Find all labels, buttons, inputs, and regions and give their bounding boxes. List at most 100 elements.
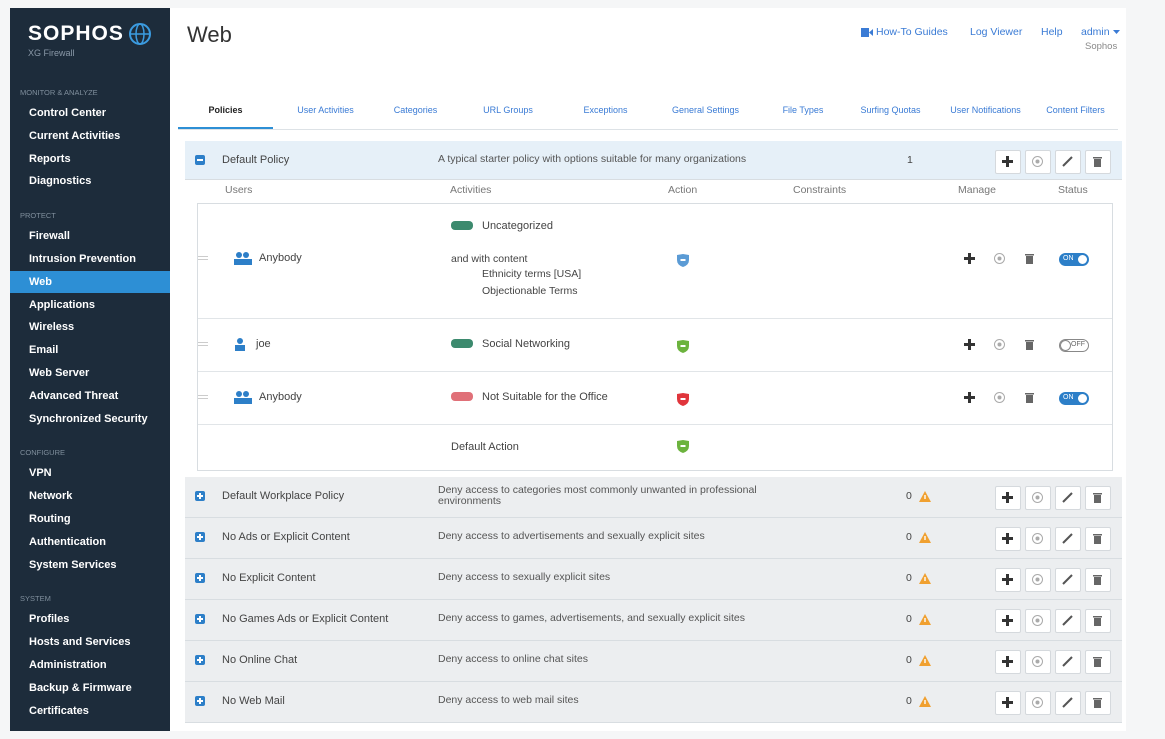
tab[interactable]: User Notifications: [950, 105, 1021, 115]
nav-item[interactable]: VPN: [29, 467, 52, 480]
category-tag-part: [451, 391, 473, 401]
button-plus[interactable]: [995, 527, 1021, 551]
button-circ[interactable]: [1025, 650, 1051, 674]
nav-item[interactable]: Administration: [29, 659, 107, 671]
tab[interactable]: User Activities: [297, 105, 354, 115]
nav-item[interactable]: Intrusion Prevention: [29, 253, 136, 265]
nav-item[interactable]: Advanced Threat: [29, 389, 119, 402]
status-toggle[interactable]: ON: [1059, 391, 1089, 405]
icon-circ: [1032, 615, 1043, 626]
button-circ[interactable]: [988, 387, 1012, 409]
button-circ[interactable]: [1025, 150, 1051, 174]
expand-icon[interactable]: [195, 655, 205, 665]
button-trash[interactable]: [1085, 527, 1111, 551]
tab[interactable]: Content Filters: [1046, 105, 1105, 115]
button-trash[interactable]: [1085, 486, 1111, 510]
button-pen[interactable]: [1055, 527, 1081, 551]
icon-pen: [1062, 156, 1073, 167]
button-trash[interactable]: [1085, 650, 1111, 674]
button-plus[interactable]: [995, 650, 1021, 674]
expand-icon[interactable]: [195, 532, 205, 542]
button-pen[interactable]: [1055, 650, 1081, 674]
button-trash[interactable]: [1085, 568, 1111, 592]
nav-item[interactable]: Authentication: [29, 535, 106, 548]
button-pen[interactable]: [1055, 691, 1081, 715]
nav-item[interactable]: Network: [29, 490, 73, 503]
button-plus[interactable]: [995, 568, 1021, 592]
button-pen[interactable]: [1055, 486, 1081, 510]
button-plus[interactable]: [995, 150, 1021, 174]
tab[interactable]: General Settings: [671, 105, 740, 115]
button-trash[interactable]: [1018, 248, 1042, 270]
status-toggle[interactable]: OFF: [1059, 338, 1089, 352]
nav-item[interactable]: Diagnostics: [29, 175, 92, 188]
button-circ[interactable]: [1025, 527, 1051, 551]
policy-row[interactable]: No Ads or Explicit Content Deny access to…: [185, 518, 1122, 559]
header-link[interactable]: Log Viewer: [970, 26, 1023, 38]
button-trash[interactable]: [1085, 609, 1111, 633]
nav-item[interactable]: Email: [29, 344, 59, 357]
expand-icon[interactable]: [195, 491, 205, 501]
rule-row[interactable]: joe Social Networking OFF: [198, 318, 1112, 372]
nav-item[interactable]: Backup & Firmware: [29, 681, 132, 694]
button-circ[interactable]: [1025, 486, 1051, 510]
button-circ[interactable]: [1025, 691, 1051, 715]
tab[interactable]: URL Groups: [483, 105, 533, 115]
status-toggle[interactable]: ON: [1059, 253, 1089, 266]
expand-icon[interactable]: [195, 696, 205, 706]
tab[interactable]: Policies: [178, 96, 273, 129]
policy-row[interactable]: No Explicit Content Deny access to sexual…: [185, 559, 1122, 600]
tab[interactable]: Categories: [393, 105, 438, 115]
nav-item[interactable]: Certificates: [29, 704, 89, 717]
policy-row[interactable]: No Games Ads or Explicit Content Deny acc…: [185, 600, 1122, 641]
policy-row[interactable]: Default Policy A typical starter policy w…: [185, 141, 1122, 180]
nav-item[interactable]: Current Activities: [29, 129, 121, 142]
button-plus[interactable]: [995, 691, 1021, 715]
nav-item[interactable]: Synchronized Security: [29, 412, 148, 425]
button-circ[interactable]: [988, 248, 1012, 270]
policy-row[interactable]: No Online Chat Deny access to online chat…: [185, 641, 1122, 682]
expand-icon[interactable]: [195, 573, 205, 583]
nav-item[interactable]: Web: [10, 270, 170, 293]
tab[interactable]: Exceptions: [583, 105, 628, 115]
button-trash[interactable]: [1085, 691, 1111, 715]
nav-item[interactable]: Hosts and Services: [29, 636, 131, 649]
nav-item[interactable]: Firewall: [29, 230, 70, 243]
nav-item[interactable]: Applications: [29, 298, 96, 311]
user-menu[interactable]: admin: [1081, 26, 1110, 38]
nav-item[interactable]: Reports: [29, 152, 71, 165]
header-link[interactable]: Help: [1041, 26, 1063, 38]
button-trash[interactable]: [1018, 387, 1042, 409]
policy-row[interactable]: Default Workplace Policy Deny access to c…: [185, 477, 1122, 518]
button-pen[interactable]: [1055, 609, 1081, 633]
button-plus[interactable]: [958, 248, 982, 270]
policy-row[interactable]: No Web Mail Deny access to web mail sites…: [185, 682, 1122, 723]
button-pen[interactable]: [1055, 568, 1081, 592]
button-pen[interactable]: [1055, 150, 1081, 174]
button-plus[interactable]: [995, 486, 1021, 510]
nav-item[interactable]: Web Server: [29, 367, 90, 379]
button-plus[interactable]: [958, 334, 982, 356]
tab[interactable]: Surfing Quotas: [860, 105, 921, 115]
nav-item[interactable]: Control Center: [29, 107, 106, 119]
rule-row[interactable]: Anybody Uncategorized and with content Ethn…: [198, 204, 1112, 319]
button-circ[interactable]: [1025, 609, 1051, 633]
button-circ[interactable]: [988, 334, 1012, 356]
nav-item[interactable]: Routing: [29, 513, 71, 525]
warning-icon: [919, 532, 931, 543]
button-trash[interactable]: [1018, 334, 1042, 356]
tab[interactable]: File Types: [782, 105, 824, 115]
icon-circ-part: [1032, 574, 1043, 585]
collapse-icon[interactable]: [195, 155, 205, 165]
nav-item[interactable]: Profiles: [29, 613, 70, 626]
expand-icon[interactable]: [195, 614, 205, 624]
rule-row[interactable]: Anybody Not Suitable for the Office ON: [198, 371, 1112, 425]
button-plus[interactable]: [958, 387, 982, 409]
button-circ[interactable]: [1025, 568, 1051, 592]
nav-item[interactable]: Wireless: [29, 321, 75, 334]
header-link[interactable]: How-To Guides: [876, 26, 948, 38]
nav-item[interactable]: System Services: [29, 558, 117, 571]
button-trash[interactable]: [1085, 150, 1111, 174]
button-plus[interactable]: [995, 609, 1021, 633]
toggle-knob: [1060, 339, 1071, 351]
